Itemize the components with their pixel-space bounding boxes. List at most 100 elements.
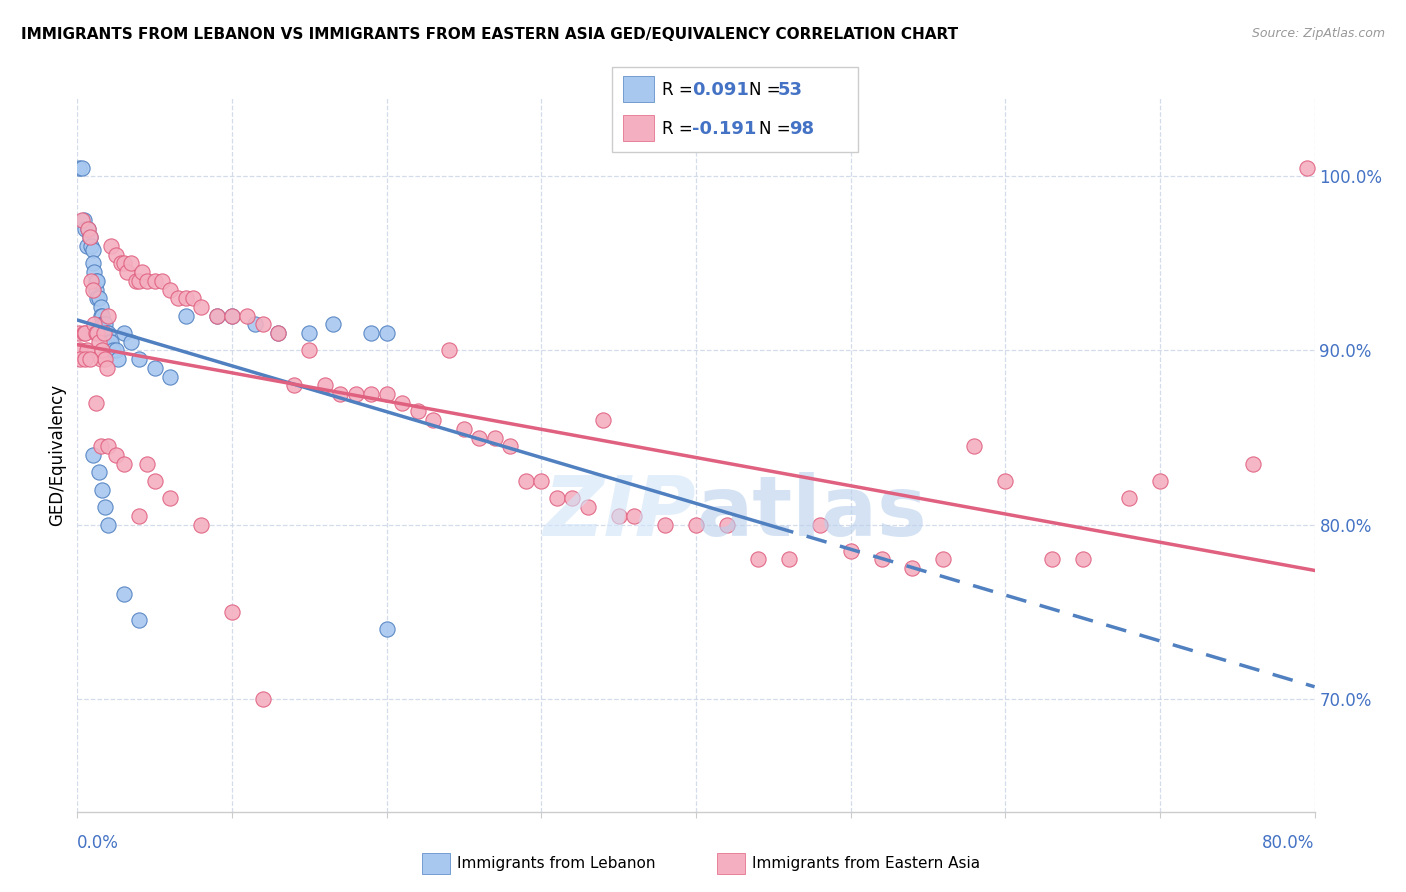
Point	[70, 161, 93, 175]
Point	[97, 326, 120, 340]
Point	[468, 430, 491, 444]
Point	[530, 474, 553, 488]
Point	[298, 343, 321, 358]
Point	[221, 605, 243, 619]
Point	[131, 265, 153, 279]
Point	[93, 326, 115, 340]
Point	[94, 318, 117, 332]
Point	[314, 378, 336, 392]
Point	[91, 343, 114, 358]
Point	[105, 343, 127, 358]
Point	[86, 291, 108, 305]
Text: Immigrants from Lebanon: Immigrants from Lebanon	[457, 856, 655, 871]
Point	[167, 291, 190, 305]
Point	[86, 274, 108, 288]
Point	[143, 474, 166, 488]
Text: 80.0%: 80.0%	[1263, 834, 1315, 852]
Point	[121, 256, 143, 270]
Text: N =: N =	[759, 120, 796, 137]
Text: atlas: atlas	[696, 472, 927, 552]
Point	[82, 243, 104, 257]
Point	[69, 352, 91, 367]
Point	[72, 213, 94, 227]
Point	[87, 466, 110, 480]
Point	[685, 517, 707, 532]
Text: 0.0%: 0.0%	[77, 834, 120, 852]
Point	[67, 161, 90, 175]
Point	[77, 221, 100, 235]
Point	[360, 326, 382, 340]
Point	[205, 309, 228, 323]
Point	[112, 326, 135, 340]
Point	[90, 300, 111, 314]
Point	[97, 517, 120, 532]
Point	[107, 352, 129, 367]
Point	[86, 326, 108, 340]
Point	[136, 457, 159, 471]
Text: 98: 98	[789, 120, 814, 137]
Point	[128, 508, 150, 523]
Point	[115, 265, 138, 279]
Point	[128, 274, 150, 288]
Point	[97, 334, 120, 349]
Point	[716, 517, 738, 532]
Point	[83, 318, 105, 332]
Point	[121, 334, 143, 349]
Point	[839, 543, 862, 558]
Point	[136, 274, 159, 288]
Point	[623, 508, 645, 523]
Point	[84, 274, 107, 288]
Text: R =: R =	[662, 120, 699, 137]
Point	[1118, 491, 1140, 506]
Point	[499, 439, 522, 453]
Point	[105, 448, 127, 462]
Text: -0.191: -0.191	[692, 120, 756, 137]
Point	[484, 430, 506, 444]
Point	[82, 283, 104, 297]
Point	[391, 395, 413, 409]
Point	[252, 318, 274, 332]
Point	[96, 360, 118, 375]
Point	[96, 326, 118, 340]
Point	[82, 448, 104, 462]
Point	[87, 291, 110, 305]
Text: Source: ZipAtlas.com: Source: ZipAtlas.com	[1251, 27, 1385, 40]
Point	[747, 552, 769, 566]
Point	[98, 334, 121, 349]
Point	[375, 387, 398, 401]
Point	[82, 256, 104, 270]
Point	[576, 500, 599, 515]
Point	[174, 309, 197, 323]
Point	[87, 334, 110, 349]
Point	[72, 326, 94, 340]
Point	[152, 274, 174, 288]
Text: Immigrants from Eastern Asia: Immigrants from Eastern Asia	[752, 856, 980, 871]
Text: 53: 53	[778, 81, 803, 99]
Point	[100, 334, 122, 349]
Point	[375, 622, 398, 636]
Point	[159, 369, 181, 384]
Point	[94, 500, 117, 515]
Point	[91, 318, 114, 332]
Point	[322, 318, 344, 332]
Point	[125, 274, 148, 288]
Point	[183, 291, 205, 305]
Point	[221, 309, 243, 323]
Point	[76, 239, 98, 253]
Point	[112, 256, 135, 270]
Point	[100, 239, 122, 253]
Point	[515, 474, 537, 488]
Point	[112, 587, 135, 601]
Point	[1040, 552, 1063, 566]
Point	[1296, 161, 1319, 175]
Text: IMMIGRANTS FROM LEBANON VS IMMIGRANTS FROM EASTERN ASIA GED/EQUIVALENCY CORRELAT: IMMIGRANTS FROM LEBANON VS IMMIGRANTS FR…	[21, 27, 959, 42]
Point	[267, 326, 290, 340]
Point	[437, 343, 460, 358]
Point	[963, 439, 986, 453]
Point	[205, 309, 228, 323]
Point	[77, 221, 100, 235]
Point	[283, 378, 305, 392]
Point	[329, 387, 352, 401]
Point	[94, 352, 117, 367]
Point	[105, 248, 127, 262]
